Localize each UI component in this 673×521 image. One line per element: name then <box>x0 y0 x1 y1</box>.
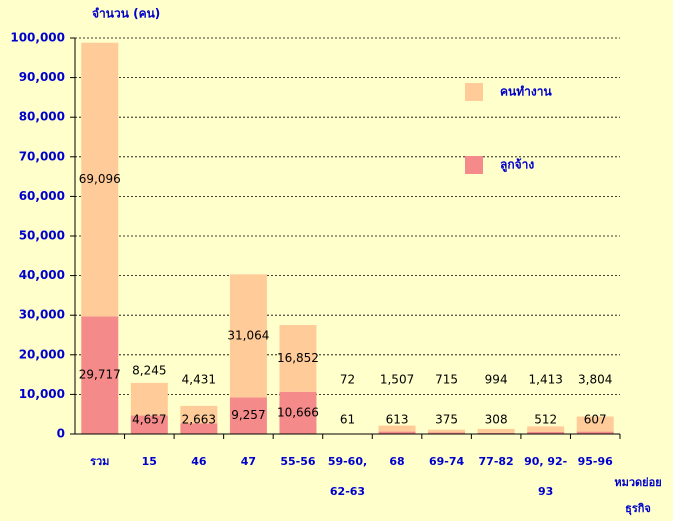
x-tick-label: รวม <box>90 455 110 468</box>
data-label: 31,064 <box>227 328 269 342</box>
bar-segment <box>81 316 119 434</box>
bar-segment <box>229 397 267 434</box>
bar-segment <box>428 429 466 433</box>
x-tick-label: 95-96 <box>577 455 613 468</box>
data-label: 715 <box>435 373 458 387</box>
y-tick-label: 100,000 <box>10 31 65 45</box>
bar-segment <box>180 423 218 434</box>
bar-segment <box>279 325 317 392</box>
y-axis-label: จำนวน (คน) <box>92 7 160 21</box>
data-label: 607 <box>584 413 607 427</box>
bar-segment <box>477 428 515 433</box>
data-label: 4,657 <box>132 413 166 427</box>
bar-segment <box>229 274 267 398</box>
data-label: 4,431 <box>182 373 216 387</box>
data-label: 8,245 <box>132 363 166 377</box>
data-label: 69,096 <box>79 172 121 186</box>
y-tick-label: 80,000 <box>19 110 65 124</box>
bar-segment <box>576 416 614 432</box>
x-tick-label: 59-60, 62-63 <box>327 455 368 498</box>
data-label: 512 <box>534 413 557 427</box>
x-tick-label: 47 <box>240 455 257 468</box>
bar-segment <box>428 432 466 434</box>
data-label: 308 <box>485 413 508 427</box>
data-label: 375 <box>435 413 458 427</box>
bar-segment <box>279 391 317 434</box>
y-tick-label: 0 <box>57 427 65 441</box>
x-axis-label: หมวดย่อย ธุรกิจ <box>614 476 662 515</box>
y-tick-label: 20,000 <box>19 347 65 361</box>
data-label: 1,507 <box>380 373 414 387</box>
x-tick-label: 55-56 <box>280 455 316 468</box>
data-label: 10,666 <box>277 405 319 419</box>
data-label: 9,257 <box>231 408 265 422</box>
data-label: 29,717 <box>79 368 121 382</box>
bar-segment <box>180 405 218 424</box>
y-tick-label: 70,000 <box>19 149 65 163</box>
y-tick-label: 40,000 <box>19 268 65 282</box>
x-tick-label: 15 <box>141 455 157 468</box>
legend-swatch <box>465 83 483 101</box>
bar-segment <box>527 431 565 434</box>
x-tick-label: 69-74 <box>428 455 465 468</box>
data-label: 994 <box>485 373 508 387</box>
bar-segment <box>527 426 565 432</box>
bar-segment <box>378 425 416 432</box>
y-tick-label: 60,000 <box>19 189 65 203</box>
data-label: 2,663 <box>182 413 216 427</box>
x-tick-label: 68 <box>389 455 405 468</box>
bar-segment <box>576 431 614 434</box>
data-label: 613 <box>386 413 409 427</box>
bar-segment <box>130 382 168 416</box>
y-tick-label: 10,000 <box>19 387 65 401</box>
bar-segment <box>81 42 119 317</box>
x-tick-label: 77-82 <box>478 455 514 468</box>
legend-label: คนทำงาน <box>500 85 552 99</box>
bar-segment <box>477 432 515 434</box>
data-label: 1,413 <box>529 373 563 387</box>
legend-swatch <box>465 156 483 174</box>
x-tick-label: 46 <box>191 455 207 468</box>
data-label: 72 <box>340 373 355 387</box>
y-tick-label: 30,000 <box>19 308 65 322</box>
data-label: 3,804 <box>578 373 612 387</box>
y-tick-label: 50,000 <box>19 229 65 243</box>
data-label: 61 <box>340 413 355 427</box>
y-tick-label: 90,000 <box>19 70 65 84</box>
x-tick-label: 90, 92-93 <box>524 455 568 498</box>
bar-segment <box>130 415 168 434</box>
bar-segment <box>378 431 416 434</box>
data-label: 16,852 <box>277 351 319 365</box>
legend-label: ลูกจ้าง <box>500 158 534 173</box>
